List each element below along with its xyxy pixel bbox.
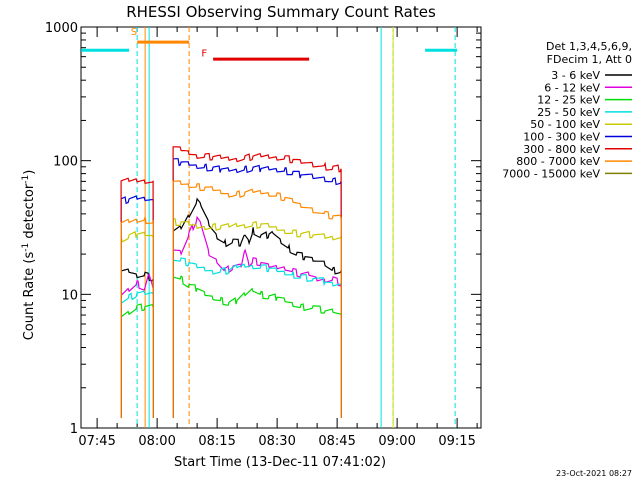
x-axis-label: Start Time (13-Dec-11 07:41:02) <box>174 455 386 470</box>
y-tick-label: 10 <box>61 288 78 303</box>
y-tick-label: 1 <box>70 422 78 437</box>
legend-label: 7000 - 15000 keV <box>502 167 600 180</box>
series-line <box>172 146 342 418</box>
series-line <box>120 177 154 418</box>
legend-label: 3 - 6 keV <box>551 69 600 82</box>
y-axis-label: Count Rate (s-1 detector-1) <box>21 170 37 341</box>
x-tick-label: 08:45 <box>318 434 355 449</box>
x-tick-label: 08:30 <box>258 434 295 449</box>
series-line <box>172 158 342 418</box>
series-line <box>120 273 154 418</box>
series-line <box>120 195 154 418</box>
y-tick-label: 100 <box>53 155 78 170</box>
series-line <box>120 216 154 418</box>
timestamp: 23-Oct-2021 08:27 <box>556 469 632 478</box>
legend-label: 25 - 50 keV <box>537 106 600 119</box>
legend-label: 50 - 100 keV <box>530 118 600 131</box>
series-line <box>172 197 342 418</box>
plot-frame <box>80 26 482 429</box>
legend-label: 100 - 300 keV <box>523 131 600 144</box>
series-line <box>120 290 154 418</box>
legend-header-2: FDecim 1, Att 0 <box>547 53 632 66</box>
saa-label: S <box>131 27 137 38</box>
x-tick-label: 08:00 <box>138 434 175 449</box>
x-tick-label: 09:00 <box>378 434 415 449</box>
series-line <box>172 275 342 418</box>
legend-label: 800 - 7000 keV <box>516 155 600 168</box>
legend-label: 6 - 12 keV <box>544 81 600 94</box>
legend-label: 300 - 800 keV <box>523 143 600 156</box>
series-line <box>172 218 342 418</box>
y-tick-label: 1000 <box>45 21 78 36</box>
x-tick-label: 09:15 <box>438 434 475 449</box>
x-tick-label: 07:45 <box>78 434 115 449</box>
legend-header-1: Det 1,3,4,5,6,9, <box>546 40 632 53</box>
series-line <box>172 215 342 418</box>
chart-title: RHESSI Observing Summary Count Rates <box>126 3 436 21</box>
series-line <box>120 303 154 418</box>
x-tick-label: 08:15 <box>198 434 235 449</box>
legend-label: 12 - 25 keV <box>537 94 600 107</box>
series-line <box>120 230 154 418</box>
plot-area: 1 10 100 1000 07:45 08:00 08:15 08:30 08:45 09:00… <box>45 21 482 449</box>
series-line <box>172 180 342 418</box>
series-line <box>172 257 342 418</box>
flare-label: F <box>201 49 207 60</box>
